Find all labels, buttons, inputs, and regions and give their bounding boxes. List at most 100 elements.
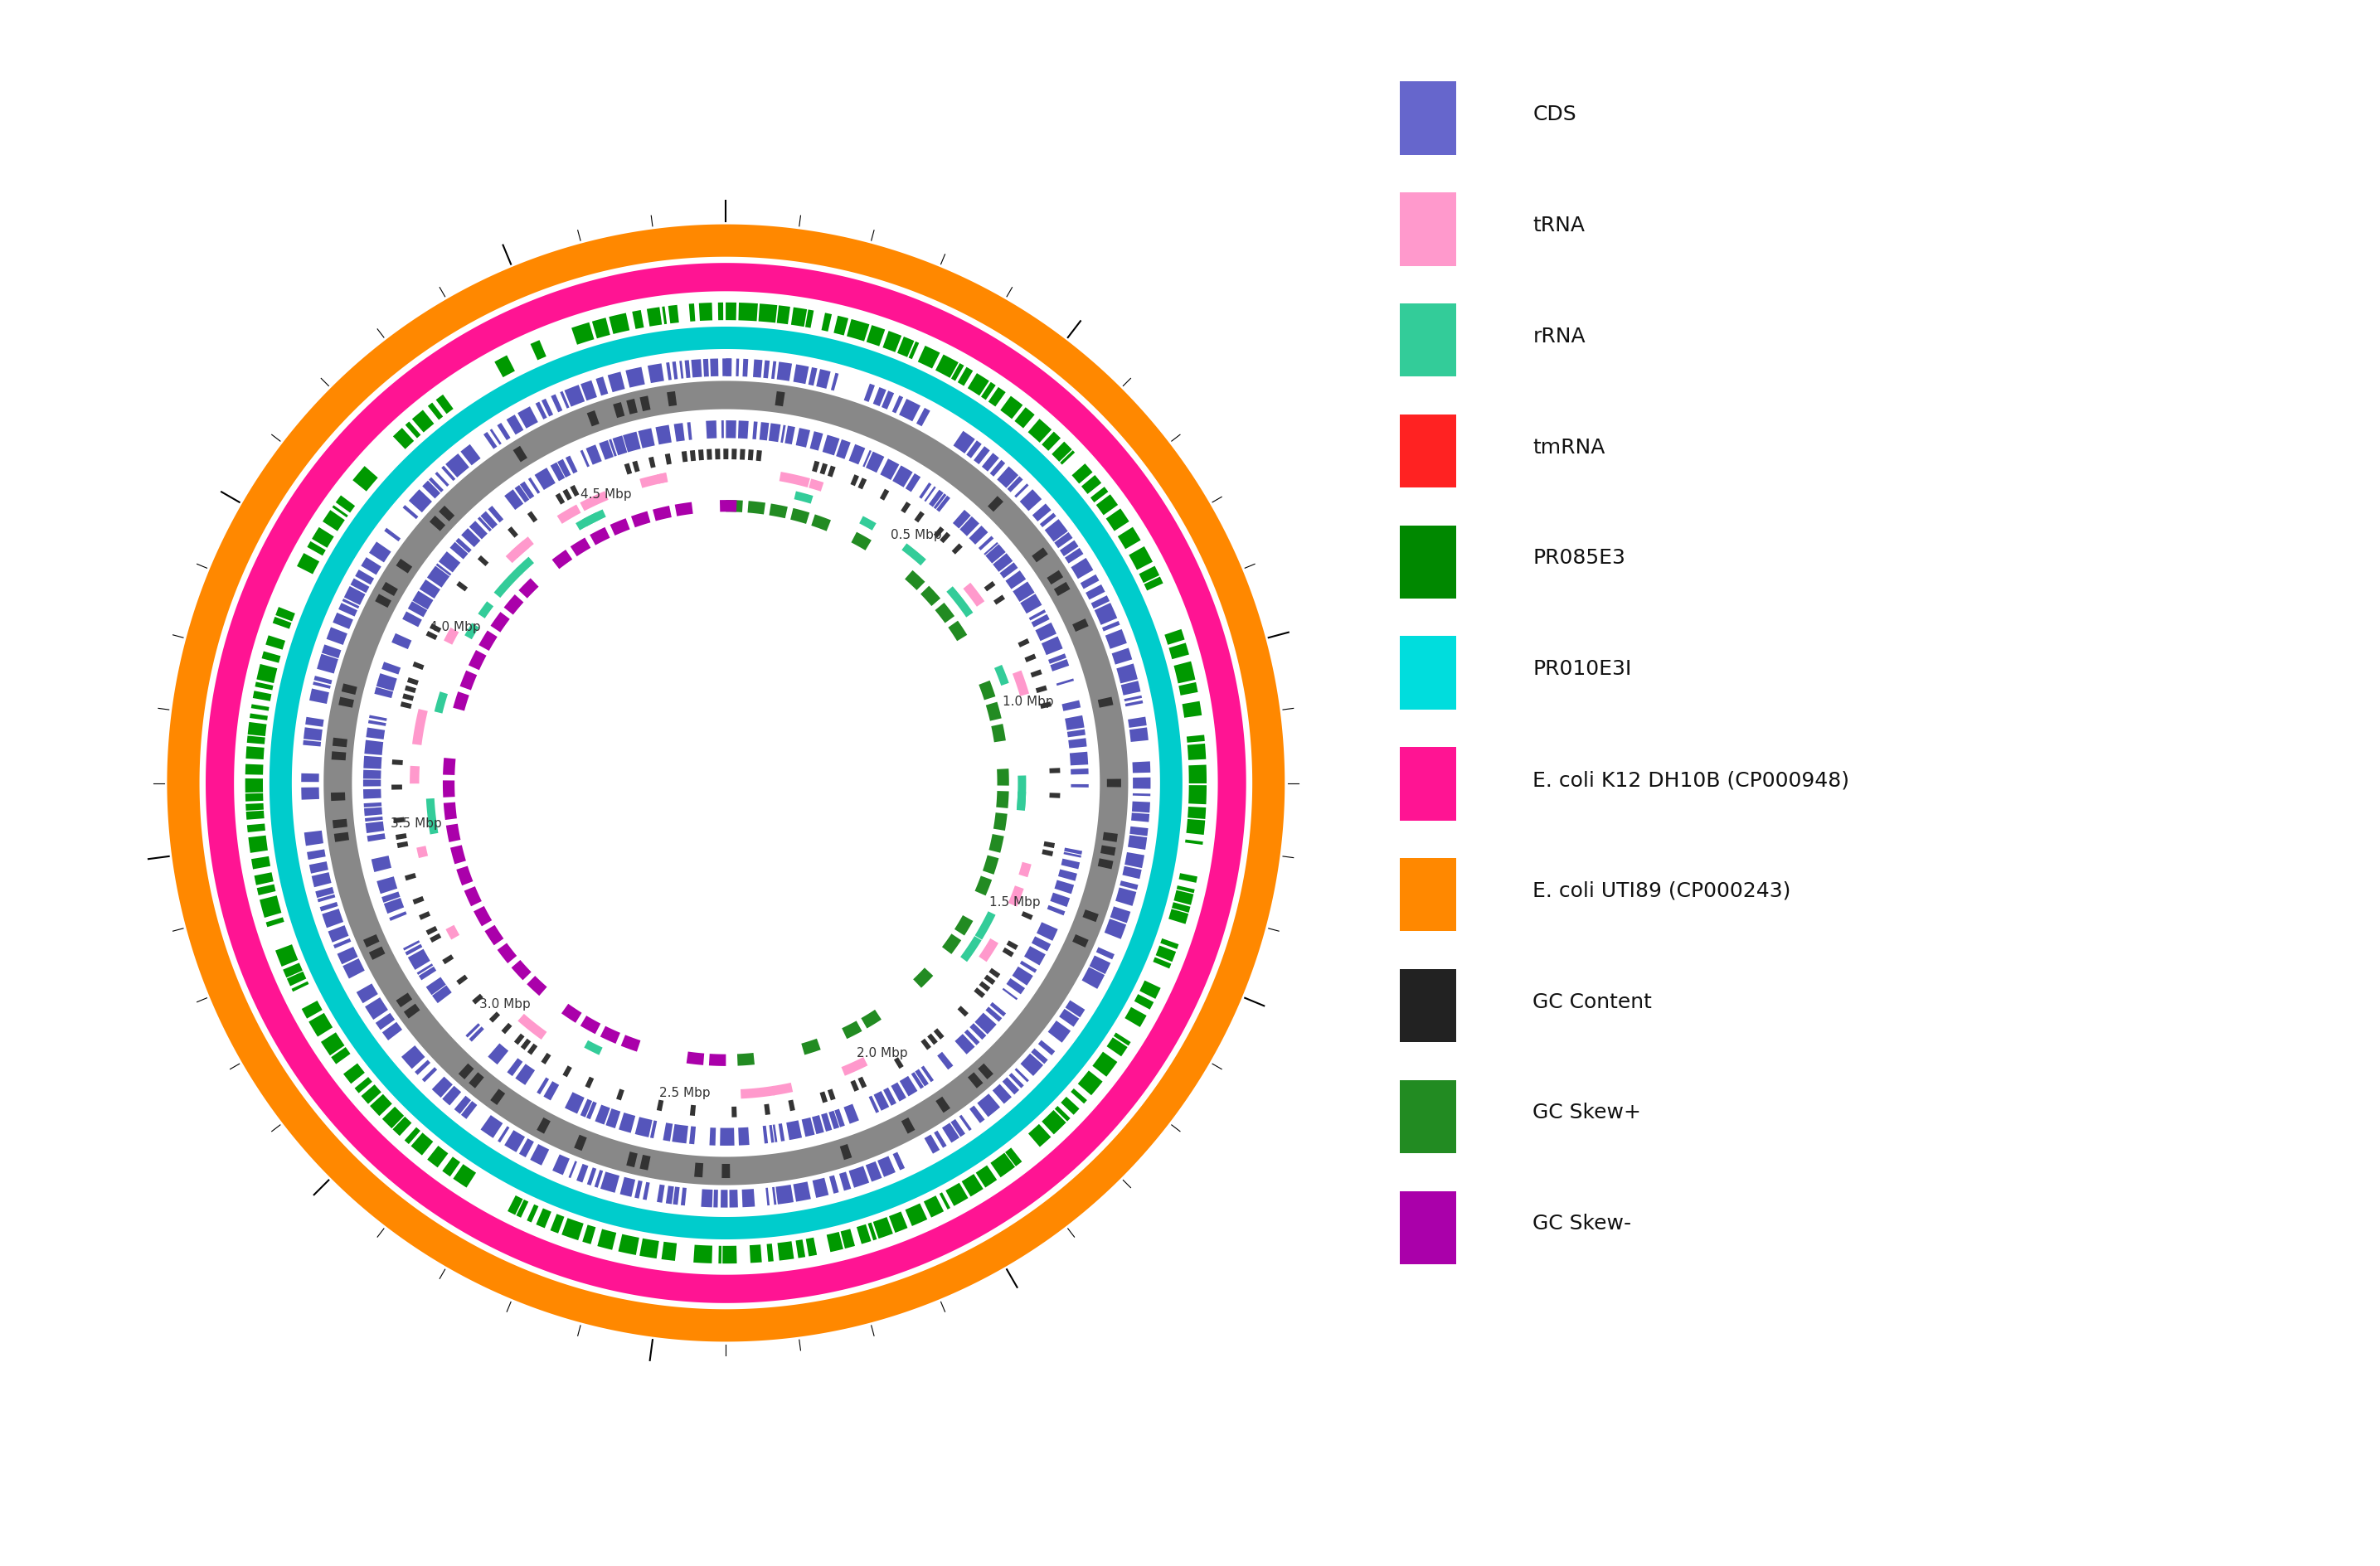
Polygon shape — [988, 496, 1004, 512]
Polygon shape — [405, 686, 416, 694]
Polygon shape — [866, 451, 885, 473]
Polygon shape — [369, 720, 386, 727]
Polygon shape — [1019, 639, 1031, 647]
Polygon shape — [259, 896, 281, 918]
Polygon shape — [724, 449, 728, 459]
Polygon shape — [167, 224, 1285, 1342]
Polygon shape — [1104, 630, 1126, 648]
Polygon shape — [374, 687, 393, 698]
Polygon shape — [1050, 659, 1069, 672]
Polygon shape — [464, 886, 481, 907]
Polygon shape — [1119, 528, 1140, 550]
Polygon shape — [1095, 603, 1116, 625]
Polygon shape — [321, 645, 340, 658]
Polygon shape — [1140, 980, 1161, 999]
Polygon shape — [647, 307, 662, 326]
Polygon shape — [933, 1029, 945, 1040]
Polygon shape — [350, 578, 369, 594]
Polygon shape — [609, 518, 631, 536]
Polygon shape — [405, 1004, 419, 1018]
Bar — [1399, 969, 1457, 1043]
Polygon shape — [1064, 847, 1083, 855]
Polygon shape — [978, 1093, 1000, 1117]
Polygon shape — [314, 886, 333, 897]
Polygon shape — [985, 543, 1007, 564]
Polygon shape — [488, 506, 505, 523]
Polygon shape — [1133, 794, 1150, 796]
Polygon shape — [957, 1005, 969, 1016]
Polygon shape — [1014, 407, 1035, 428]
Polygon shape — [402, 940, 419, 951]
Polygon shape — [400, 702, 412, 709]
Polygon shape — [916, 407, 931, 426]
Polygon shape — [890, 1212, 907, 1232]
Polygon shape — [833, 316, 847, 335]
Polygon shape — [457, 974, 469, 985]
Polygon shape — [990, 460, 1004, 476]
Polygon shape — [562, 1065, 571, 1077]
Polygon shape — [1130, 827, 1147, 836]
Polygon shape — [969, 1023, 985, 1040]
Polygon shape — [881, 459, 900, 481]
Polygon shape — [583, 1225, 595, 1243]
Polygon shape — [1188, 764, 1207, 783]
Polygon shape — [309, 861, 328, 874]
Polygon shape — [912, 1073, 923, 1088]
Polygon shape — [757, 449, 762, 460]
Polygon shape — [1176, 885, 1195, 893]
Polygon shape — [445, 454, 469, 478]
Polygon shape — [1042, 636, 1064, 655]
Polygon shape — [1064, 548, 1083, 564]
Polygon shape — [381, 662, 400, 675]
Polygon shape — [1069, 738, 1088, 749]
Polygon shape — [1059, 451, 1076, 465]
Polygon shape — [433, 692, 447, 714]
Polygon shape — [1083, 966, 1104, 988]
Polygon shape — [719, 302, 724, 319]
Polygon shape — [564, 385, 585, 407]
Polygon shape — [550, 462, 564, 481]
Polygon shape — [307, 542, 326, 556]
Polygon shape — [333, 938, 352, 949]
Polygon shape — [869, 1223, 876, 1240]
Polygon shape — [1128, 547, 1152, 570]
Polygon shape — [762, 1126, 769, 1143]
Polygon shape — [1045, 518, 1069, 542]
Polygon shape — [369, 1095, 393, 1117]
Polygon shape — [633, 310, 645, 329]
Polygon shape — [328, 926, 350, 943]
Polygon shape — [976, 911, 995, 940]
Polygon shape — [1038, 1040, 1054, 1055]
Polygon shape — [1090, 487, 1109, 503]
Polygon shape — [778, 471, 809, 487]
Polygon shape — [600, 1171, 619, 1193]
Polygon shape — [583, 512, 600, 526]
Polygon shape — [526, 976, 547, 996]
Text: E. coli UTI89 (CP000243): E. coli UTI89 (CP000243) — [1533, 882, 1790, 900]
Polygon shape — [973, 446, 990, 464]
Polygon shape — [1135, 994, 1154, 1010]
Polygon shape — [205, 263, 1247, 1303]
Polygon shape — [1047, 1021, 1071, 1043]
Polygon shape — [595, 1104, 609, 1124]
Polygon shape — [412, 410, 433, 432]
Polygon shape — [1057, 678, 1073, 686]
Polygon shape — [847, 319, 869, 341]
Polygon shape — [1054, 1106, 1071, 1121]
Polygon shape — [321, 1032, 345, 1055]
Polygon shape — [702, 359, 709, 377]
Polygon shape — [443, 954, 455, 965]
Polygon shape — [569, 1160, 576, 1178]
Polygon shape — [552, 550, 571, 568]
Polygon shape — [571, 323, 595, 345]
Polygon shape — [428, 478, 443, 492]
Polygon shape — [992, 553, 1014, 572]
Polygon shape — [393, 760, 402, 766]
Polygon shape — [571, 537, 590, 556]
Polygon shape — [474, 907, 493, 926]
Polygon shape — [942, 1123, 959, 1143]
Polygon shape — [726, 359, 731, 376]
Polygon shape — [785, 426, 795, 445]
Polygon shape — [1178, 683, 1197, 695]
Polygon shape — [947, 586, 973, 617]
